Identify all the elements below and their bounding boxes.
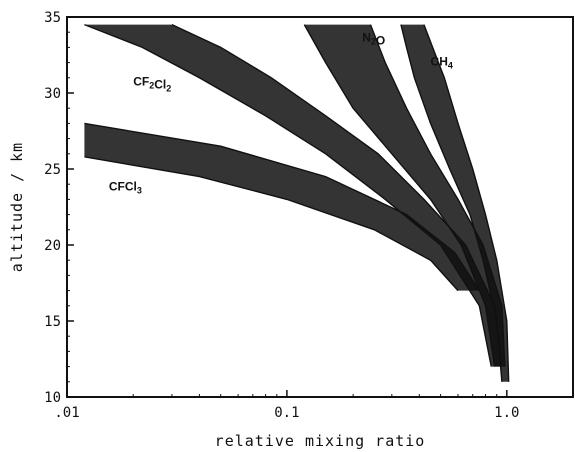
y-axis-tick-labels: 10 15 20 25 30 35 xyxy=(44,10,61,406)
y-tick-label: 20 xyxy=(44,238,61,254)
plot-frame xyxy=(66,16,574,398)
y-tick-label: 35 xyxy=(44,10,61,26)
y-axis-title: altitude / km xyxy=(8,142,26,272)
series-lines xyxy=(84,23,510,382)
band-n2o xyxy=(304,24,505,367)
line-cfcl3-2 xyxy=(84,122,480,291)
x-tick-label: 1.0 xyxy=(494,405,519,421)
line-cf2cl2-2 xyxy=(171,23,503,367)
band-cfcl3 xyxy=(84,123,480,291)
label-n2o: N2O xyxy=(362,30,385,47)
line-n2o-1 xyxy=(303,24,496,367)
y-axis-ticks xyxy=(67,16,74,398)
x-tick-label: 0.1 xyxy=(274,405,299,421)
series-annotations: N2O CH4 CF2Cl2 CFCl3 xyxy=(109,30,453,195)
x-axis-tick-labels: .01 0.1 1.0 xyxy=(54,405,519,421)
x-tick-label: .01 xyxy=(54,405,79,421)
x-axis-ticks xyxy=(66,390,508,397)
label-ch4: CH4 xyxy=(431,55,453,71)
label-cf2cl2: CF2Cl2 xyxy=(133,74,171,93)
y-tick-label: 10 xyxy=(44,390,61,406)
label-cfcl3: CFCl3 xyxy=(109,179,142,195)
y-tick-label: 30 xyxy=(44,86,61,102)
y-tick-label: 25 xyxy=(44,162,61,178)
x-axis-title: relative mixing ratio xyxy=(215,432,426,450)
line-n2o-2 xyxy=(369,24,506,367)
line-ch4-2 xyxy=(423,24,510,382)
line-cf2cl2-1 xyxy=(84,23,492,367)
line-cfcl3-1 xyxy=(84,156,459,292)
y-tick-label: 15 xyxy=(44,314,61,330)
band-cf2cl2 xyxy=(84,24,502,367)
